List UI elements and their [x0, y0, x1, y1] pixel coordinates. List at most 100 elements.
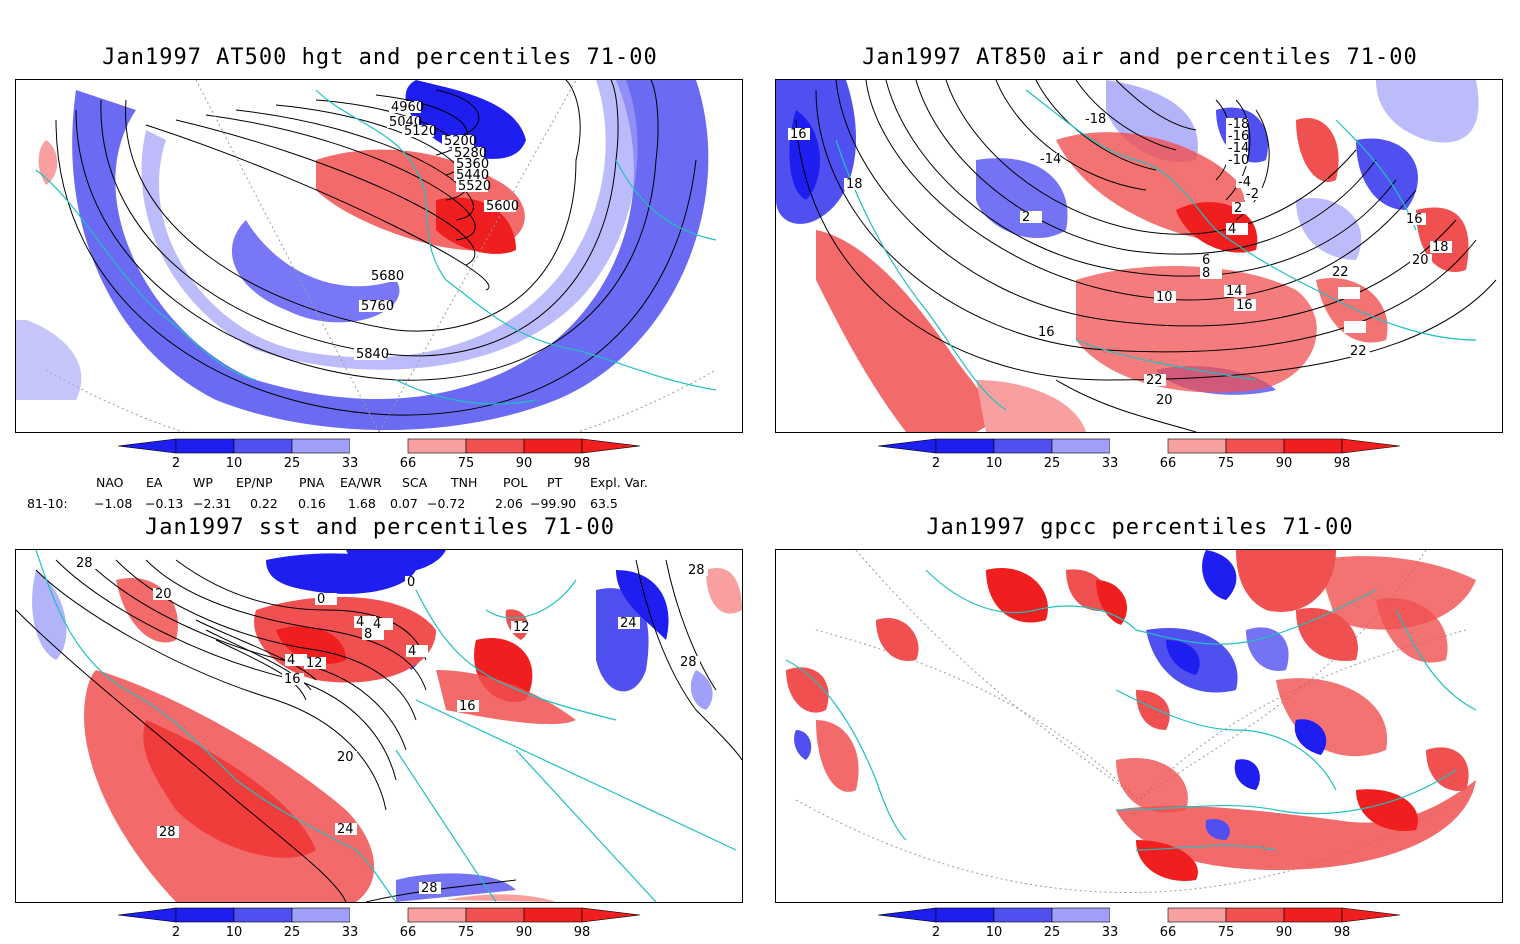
contour-label: 4 — [1228, 222, 1236, 237]
contour-label: 18 — [1432, 240, 1449, 255]
tc-value: −2.31 — [193, 496, 232, 511]
contour-label: 20 — [1156, 393, 1173, 408]
contour-label: 5280 — [454, 146, 487, 161]
colorbar-segment — [1167, 438, 1227, 454]
colorbar-segment — [407, 907, 467, 923]
colorbar-tick-label: 10 — [226, 925, 243, 940]
colorbar-segment — [877, 438, 937, 454]
contour-label: 28 — [680, 655, 697, 670]
contour-label: 0 — [407, 575, 415, 590]
colorbar-segment — [175, 907, 235, 923]
map-panel-gpcc — [775, 549, 1503, 903]
colorbar-segment — [117, 907, 177, 923]
contour-label: 16 — [1406, 212, 1423, 227]
contour-label: 4 — [408, 644, 416, 659]
tc-row-label: 81-10: — [27, 496, 68, 511]
contour-label: 4 — [287, 653, 295, 668]
contour-label: 5680 — [371, 269, 404, 284]
colorbar-top-left: 2 10 25 33 66 75 90 98 — [117, 438, 648, 475]
tc-value: −1.08 — [94, 496, 133, 511]
colorbar-tick-label: 33 — [342, 925, 359, 940]
contour-label: 12 — [306, 656, 323, 671]
contour-label: 16 — [790, 127, 807, 142]
tc-header: PNA — [299, 475, 325, 490]
colorbar-tick-label: 25 — [284, 925, 301, 940]
colorbar-segment — [1341, 438, 1401, 454]
contour-label: -14 — [1040, 152, 1061, 167]
colorbar-tick-label: 90 — [516, 925, 533, 940]
tc-header: EP/NP — [236, 475, 273, 490]
colorbar-segment — [877, 907, 937, 923]
colorbar-tick-label: 33 — [1102, 925, 1119, 940]
colorbar-segment — [291, 438, 351, 454]
tc-header: SCA — [402, 475, 428, 490]
colorbar-tick-label: 66 — [1160, 925, 1177, 940]
contour-label: -18 — [1085, 112, 1106, 127]
contour-label: 22 — [1332, 265, 1349, 280]
colorbar-bottom-left: 2 10 25 33 66 75 90 98 — [117, 907, 648, 944]
contour-label: -16 — [1228, 129, 1249, 144]
contour-label: 16 — [459, 699, 476, 714]
tc-header: WP — [193, 475, 213, 490]
colorbar-tick-label: 2 — [172, 456, 180, 471]
colorbar-segment — [233, 438, 293, 454]
tc-value: 0.22 — [250, 496, 278, 511]
colorbar-segment — [233, 907, 293, 923]
colorbar-tick-label: 25 — [1044, 925, 1061, 940]
colorbar-tick-label: 33 — [342, 456, 359, 471]
colorbar-segment — [1225, 438, 1285, 454]
tc-header: EA/WR — [340, 475, 382, 490]
tc-value: −99.90 — [530, 496, 577, 511]
contour-label: 28 — [159, 825, 176, 840]
colorbar-segment — [407, 438, 467, 454]
colorbar-segment — [1051, 907, 1111, 923]
panel-title-air850: Jan1997 AT850 air and percentiles 71-00 — [862, 45, 1418, 70]
contour-label: 2 — [1234, 201, 1242, 216]
contour-label: 8 — [1202, 266, 1210, 281]
contour-label: 5840 — [356, 347, 389, 362]
panel-title-hgt500: Jan1997 AT500 hgt and percentiles 71-00 — [102, 45, 658, 70]
contour-label: 2 — [1022, 210, 1030, 225]
colorbar-segment — [350, 439, 408, 453]
colorbar-tick-label: 75 — [458, 456, 475, 471]
contour-label: 5200 — [444, 134, 477, 149]
colorbar-tick-label: 66 — [1160, 456, 1177, 471]
panel-title-sst: Jan1997 sst and percentiles 71-00 — [144, 515, 616, 540]
contour-label: 20 — [1412, 253, 1429, 268]
contour-label: 20 — [155, 587, 172, 602]
tc-value: 1.68 — [348, 496, 376, 511]
map-panel-hgt500: 4960 5040 5120 5200 5280 5360 5440 5520 … — [15, 79, 743, 433]
contour-label: 20 — [337, 750, 354, 765]
colorbar-tick-label: 98 — [1334, 456, 1351, 471]
colorbar-tick-label: 66 — [400, 925, 417, 940]
colorbar-tick-label: 25 — [1044, 456, 1061, 471]
colorbar-segment — [993, 438, 1053, 454]
tc-value: 0.16 — [298, 496, 326, 511]
contour-label: 6 — [1202, 253, 1210, 268]
tc-header: POL — [503, 475, 528, 490]
map-panel-sst: 28 20 0 0 4 4 8 4 4 12 16 16 12 20 24 28… — [15, 549, 743, 903]
contour-label: 22 — [1350, 344, 1367, 359]
tc-value: −0.13 — [145, 496, 184, 511]
colorbar-segment — [935, 438, 995, 454]
contour-label: 0 — [317, 592, 325, 607]
panel-title-gpcc: Jan1997 gpcc percentiles 71-00 — [926, 515, 1354, 540]
tc-value: 0.07 — [390, 496, 418, 511]
colorbar-tick-label: 75 — [1218, 456, 1235, 471]
colorbar-segment — [581, 438, 641, 454]
colorbar-segment — [350, 908, 408, 922]
contour-label: 14 — [1226, 284, 1243, 299]
colorbar-tick-label: 10 — [226, 456, 243, 471]
contour-label: 4 — [356, 615, 364, 630]
colorbar-tick-label: 10 — [986, 456, 1003, 471]
tc-header: TNH — [451, 475, 478, 490]
contour-label: -4 — [1238, 175, 1251, 190]
contour-label: 28 — [76, 556, 93, 571]
contour-label: -18 — [1228, 117, 1249, 132]
colorbar-segment — [1167, 907, 1227, 923]
colorbar-tick-label: 33 — [1102, 456, 1119, 471]
colorbar-tick-label: 2 — [932, 456, 940, 471]
contour-label: -14 — [1228, 141, 1249, 156]
colorbar-tick-label: 75 — [1218, 925, 1235, 940]
contour-label: 5360 — [456, 157, 489, 172]
